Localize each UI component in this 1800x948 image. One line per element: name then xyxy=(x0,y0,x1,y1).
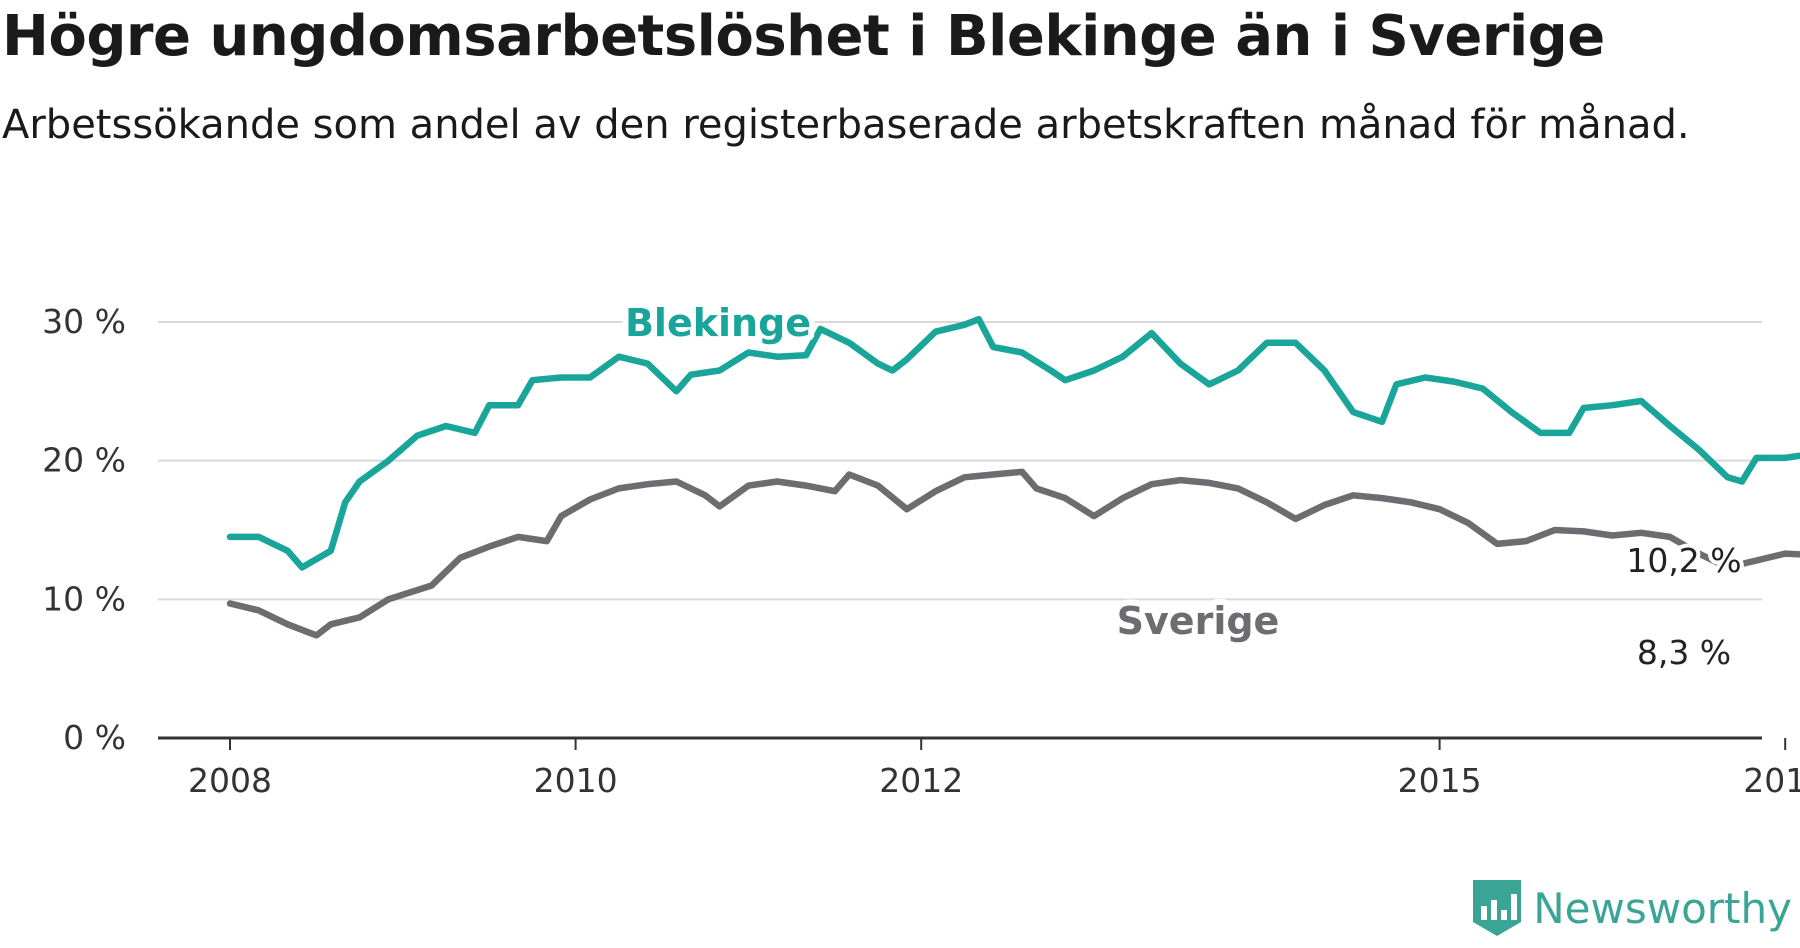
series-line-blekinge xyxy=(226,315,1800,571)
y-tick-label: 30 % xyxy=(42,302,126,341)
x-tick-label: 2012 xyxy=(879,761,963,800)
series-lines xyxy=(226,315,1800,639)
newsworthy-logo-icon xyxy=(1473,880,1522,936)
end-value-sverige: 8,3 % xyxy=(1637,633,1731,672)
end-value-blekinge: 10,2 % xyxy=(1626,541,1741,580)
y-tick-label: 10 % xyxy=(42,579,126,618)
chart-title: Högre ungdomsarbetslöshet i Blekinge än … xyxy=(2,4,1605,69)
series-line-sverige xyxy=(226,468,1800,639)
y-gridlines xyxy=(158,321,1762,601)
y-axis-tick-labels: 0 % 10 % 20 % 30 % xyxy=(42,302,126,757)
x-axis: 20082010201220152017202020222024 xyxy=(158,736,1800,800)
newsworthy-logo: Newsworthy xyxy=(1469,868,1792,948)
series-name-sverige: Sverige xyxy=(1117,599,1280,643)
x-tick-label: 2017 xyxy=(1743,761,1800,800)
brand-name: Newsworthy xyxy=(1533,883,1792,933)
series-name-blekinge: Blekinge xyxy=(625,301,811,345)
x-tick-label: 2015 xyxy=(1398,761,1482,800)
x-tick-label: 2008 xyxy=(188,761,272,800)
y-tick-label: 0 % xyxy=(63,718,126,757)
series-labels: Blekinge Sverige 10,2 % 8,3 % xyxy=(619,295,1746,676)
line-chart: 0 %10 %20 %30 % 200820102012201520172020… xyxy=(42,295,1800,800)
y-tick-label: 20 % xyxy=(42,441,126,480)
chart-subtitle: Arbetssökande som andel av den registerb… xyxy=(2,102,1690,148)
x-tick-label: 2010 xyxy=(534,761,618,800)
